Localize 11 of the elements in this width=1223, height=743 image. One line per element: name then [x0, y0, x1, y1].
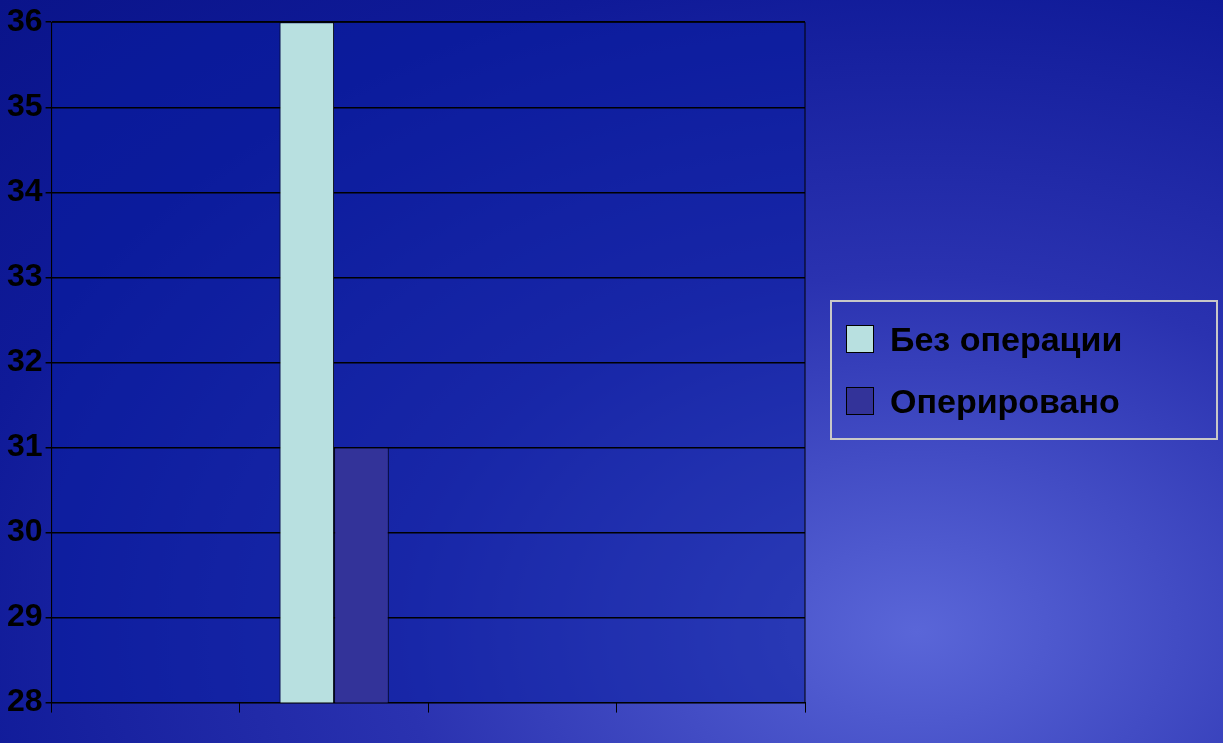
y-tick-label: 32 — [7, 342, 43, 379]
y-tick-label: 29 — [7, 597, 43, 634]
legend-label: Оперировано — [890, 381, 1120, 421]
y-tick-label: 30 — [7, 512, 43, 549]
y-tick-label: 35 — [7, 87, 43, 124]
y-tick-label: 31 — [7, 427, 43, 464]
y-tick-label: 28 — [7, 682, 43, 719]
y-tick-label: 33 — [7, 257, 43, 294]
y-tick-label: 34 — [7, 172, 43, 209]
y-tick-label: 36 — [7, 2, 43, 39]
text: Без операции — [890, 319, 1123, 359]
